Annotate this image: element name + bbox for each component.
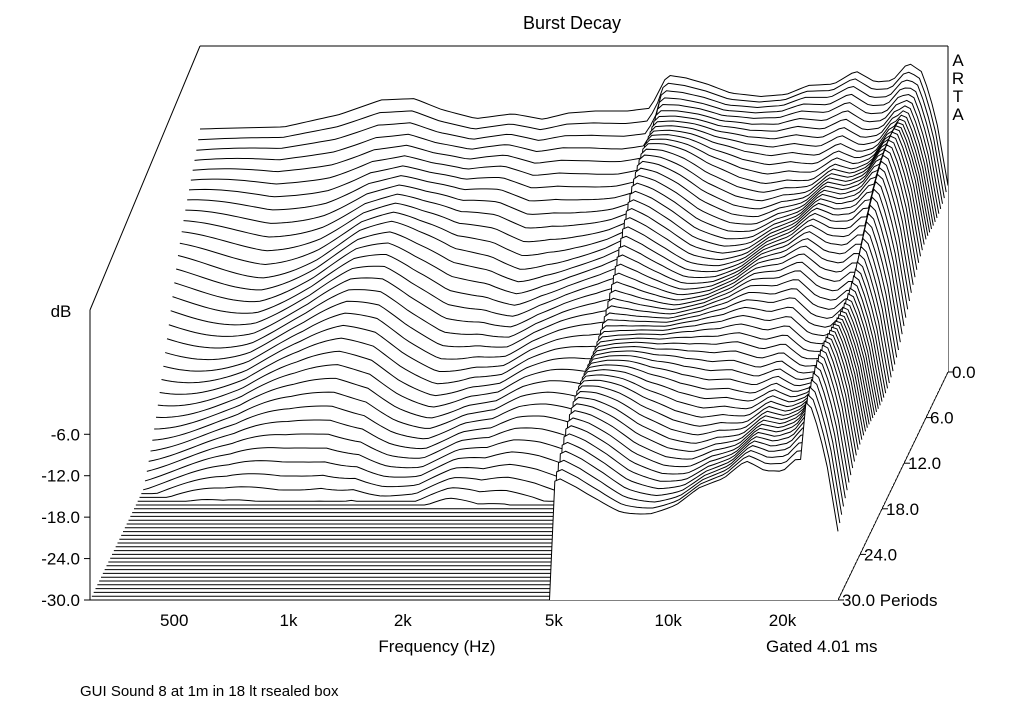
brand-letter: R [952, 69, 964, 88]
decay-slice-line [132, 292, 881, 514]
decay-slice-line [113, 329, 863, 552]
axis-labels: -6.0 -12.0 -18.0 -24.0 -30.0 500 1k 2k 5k 10k 20k 0… [41, 363, 975, 630]
decay-slice-line [97, 371, 846, 586]
decay-slice-line [144, 245, 894, 482]
gate-label: Gated 4.01 ms [766, 637, 878, 656]
x-tick-label: 1k [280, 611, 298, 630]
decay-slice-line [172, 139, 921, 314]
decay-slice-line [102, 354, 852, 574]
decay-slice-line [146, 237, 896, 472]
decay-slice-line [110, 336, 859, 559]
decay-slice-line [176, 131, 925, 291]
y-tick-label: -6.0 [51, 425, 80, 444]
decay-slice-line [198, 71, 947, 193]
decay-slice-line [185, 114, 934, 226]
decay-slice-line [128, 302, 877, 521]
decay-slice-line [179, 125, 929, 265]
decay-slice-line [181, 122, 931, 252]
decay-slice-line [192, 94, 942, 210]
decay-slice-line [183, 118, 932, 238]
decay-slice-line [139, 268, 888, 498]
decay-slice-line [154, 204, 903, 430]
z-tick-label: 18.0 [886, 500, 919, 519]
decay-slice-line [170, 144, 920, 326]
decay-slice-line [150, 220, 899, 452]
z-tick-label: 30.0 Periods [842, 591, 937, 610]
brand-letter: A [952, 105, 964, 124]
decay-slice-line [104, 349, 854, 571]
decay-slice-line [188, 105, 938, 219]
decay-slice-line [155, 196, 905, 418]
decay-slice-line [143, 253, 892, 491]
brand-letter: A [952, 51, 964, 70]
x-axis-title: Frequency (Hz) [378, 637, 495, 656]
decay-slice-line [90, 401, 839, 601]
decay-slice-line [126, 306, 876, 525]
decay-slice-line [174, 135, 923, 303]
decay-slice-line [123, 313, 872, 533]
chart-title: Burst Decay [523, 13, 621, 33]
decay-slice-line [91, 393, 841, 597]
decay-slice-line [152, 212, 901, 441]
decay-slice-line [134, 287, 883, 510]
y-tick-label: -18.0 [41, 508, 80, 527]
decay-slice-line [157, 188, 907, 407]
z-tick-label: 24.0 [864, 545, 897, 564]
decay-slices [90, 63, 949, 601]
y-tick-label: -30.0 [41, 591, 80, 610]
decay-slice-line [163, 166, 912, 372]
decay-slice-line [117, 323, 866, 544]
decay-slice-line [119, 320, 868, 540]
decay-slice-line [161, 173, 910, 384]
decay-slice-line [99, 365, 848, 582]
x-tick-label: 10k [655, 611, 683, 630]
decay-slice-line [177, 128, 927, 279]
decay-slice-line [135, 281, 885, 506]
decay-slice-line [194, 87, 943, 204]
x-tick-label: 500 [160, 611, 188, 630]
y-tick-label: -12.0 [41, 467, 80, 486]
x-tick-label: 2k [394, 611, 412, 630]
x-tick-label: 20k [769, 611, 797, 630]
decay-slice-line [130, 297, 879, 517]
z-tick-label: 0.0 [952, 363, 976, 382]
decay-slice-line [159, 180, 909, 395]
decay-slice-line [165, 160, 914, 361]
decay-slice-line [124, 310, 874, 529]
decay-slice-line [190, 99, 940, 214]
decay-slice-line [196, 79, 945, 199]
x-tick-label: 5k [545, 611, 563, 630]
brand-letter: T [953, 87, 963, 106]
decay-slice-line [101, 359, 850, 578]
decay-slice-line [112, 332, 861, 555]
y-axis-title: dB [51, 302, 72, 321]
decay-slice [90, 401, 839, 601]
decay-slice-line [168, 149, 918, 337]
caption: GUI Sound 8 at 1m in 18 lt rsealed box [80, 683, 339, 700]
decay-slice-line [115, 326, 865, 548]
y-tick-label: -24.0 [41, 550, 80, 569]
decay-slice-line [108, 340, 857, 563]
z-tick-label: 12.0 [908, 454, 941, 473]
z-tick-label: 6.0 [930, 409, 954, 428]
decay-slice-line [187, 110, 936, 223]
decay-slice-line [93, 385, 843, 593]
decay-slice-line [137, 275, 887, 502]
decay-slice-line [166, 154, 916, 349]
decay-slice-line [148, 229, 898, 462]
decay-slice-line [106, 344, 855, 567]
decay-slice-line [199, 63, 949, 186]
decay-slice-line [121, 317, 870, 536]
decay-slice-line [141, 260, 890, 495]
decay-slice-line [95, 378, 844, 590]
